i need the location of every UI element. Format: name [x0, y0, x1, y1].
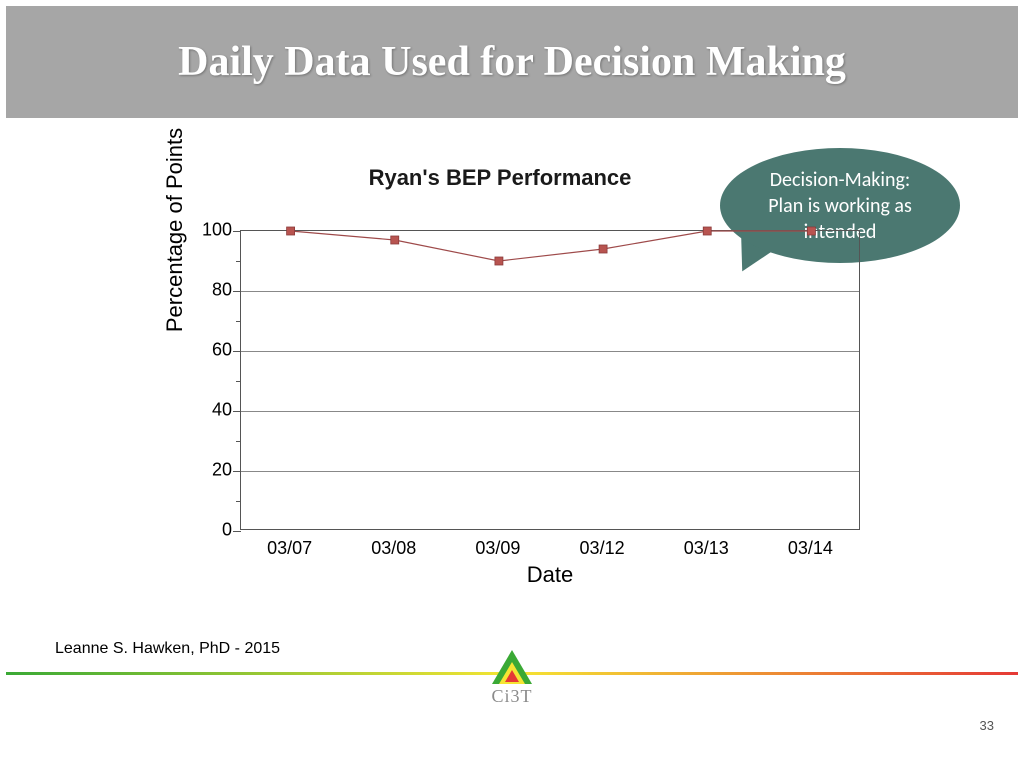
- data-marker: [391, 236, 399, 244]
- x-tick-label: 03/12: [572, 538, 632, 559]
- y-tick-label: 100: [192, 220, 232, 241]
- x-tick-label: 03/07: [260, 538, 320, 559]
- y-tick-label: 20: [192, 460, 232, 481]
- x-tick-label: 03/13: [676, 538, 736, 559]
- y-tick-label: 0: [192, 520, 232, 541]
- line-series-svg: [241, 231, 861, 531]
- slide-title: Daily Data Used for Decision Making: [178, 38, 846, 86]
- logo-triangle-icon: [492, 650, 532, 684]
- callout-line-2: Plan is working as: [768, 194, 912, 218]
- data-marker: [703, 227, 711, 235]
- y-tick-label: 60: [192, 340, 232, 361]
- x-tick-label: 03/08: [364, 538, 424, 559]
- author-credit: Leanne S. Hawken, PhD - 2015: [55, 640, 280, 658]
- data-marker: [807, 227, 815, 235]
- y-axis-title: Percentage of Points: [162, 80, 188, 380]
- plot-area: [240, 230, 860, 530]
- data-marker: [599, 245, 607, 253]
- callout-line-1: Decision-Making:: [770, 168, 911, 192]
- x-axis-title: Date: [240, 562, 860, 588]
- x-tick-label: 03/09: [468, 538, 528, 559]
- chart-area: Percentage of Points Date 02040608010003…: [240, 230, 860, 570]
- page-number: 33: [980, 718, 994, 733]
- title-bar: Daily Data Used for Decision Making: [6, 6, 1018, 118]
- ci3t-logo: Ci3T: [482, 650, 542, 707]
- data-marker: [495, 257, 503, 265]
- y-tick-label: 80: [192, 280, 232, 301]
- logo-text: Ci3T: [482, 686, 542, 707]
- chart-title: Ryan's BEP Performance: [300, 165, 700, 191]
- y-tick-label: 40: [192, 400, 232, 421]
- x-tick-label: 03/14: [780, 538, 840, 559]
- data-marker: [287, 227, 295, 235]
